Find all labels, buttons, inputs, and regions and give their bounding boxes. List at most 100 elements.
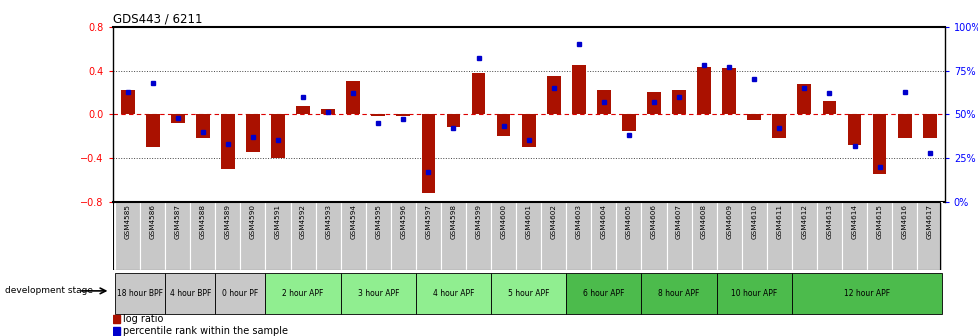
Text: GSM4599: GSM4599: [475, 204, 481, 239]
Bar: [466, 202, 491, 270]
Bar: [446, 114, 460, 127]
Text: GSM4603: GSM4603: [575, 204, 581, 239]
Bar: [696, 67, 710, 114]
Bar: [621, 114, 635, 131]
Bar: [766, 202, 791, 270]
Text: percentile rank within the sample: percentile rank within the sample: [122, 326, 288, 336]
Bar: [321, 109, 334, 114]
Bar: [521, 114, 535, 147]
Bar: [115, 202, 140, 270]
Bar: [491, 273, 565, 313]
Text: GSM4613: GSM4613: [825, 204, 831, 239]
Text: 4 hour BPF: 4 hour BPF: [169, 289, 210, 298]
Text: 3 hour APF: 3 hour APF: [357, 289, 399, 298]
Bar: [722, 69, 735, 114]
Bar: [340, 202, 366, 270]
Bar: [371, 114, 384, 117]
Text: 6 hour APF: 6 hour APF: [583, 289, 624, 298]
Bar: [547, 76, 560, 114]
Text: GSM4604: GSM4604: [600, 204, 606, 239]
Text: log ratio: log ratio: [122, 314, 163, 324]
Bar: [196, 114, 209, 138]
Bar: [816, 202, 841, 270]
Bar: [366, 202, 390, 270]
Text: GSM4598: GSM4598: [450, 204, 456, 239]
Bar: [396, 114, 410, 117]
Bar: [847, 114, 861, 145]
Text: GSM4591: GSM4591: [275, 204, 281, 239]
Bar: [641, 202, 666, 270]
Bar: [791, 273, 941, 313]
Bar: [340, 273, 416, 313]
Bar: [867, 202, 891, 270]
Bar: [296, 106, 310, 114]
Text: GSM4611: GSM4611: [776, 204, 781, 239]
Text: 18 hour BPF: 18 hour BPF: [117, 289, 163, 298]
Text: GSM4615: GSM4615: [875, 204, 881, 239]
Bar: [741, 202, 766, 270]
Bar: [440, 202, 466, 270]
Bar: [616, 202, 641, 270]
Bar: [571, 65, 585, 114]
Text: GSM4610: GSM4610: [750, 204, 756, 239]
Bar: [241, 202, 265, 270]
Bar: [641, 273, 716, 313]
Text: GSM4592: GSM4592: [300, 204, 306, 239]
Bar: [922, 114, 936, 138]
Bar: [565, 202, 591, 270]
Bar: [646, 92, 660, 114]
Bar: [797, 84, 811, 114]
Text: GSM4601: GSM4601: [525, 204, 531, 239]
Bar: [120, 90, 134, 114]
Bar: [791, 202, 816, 270]
Bar: [841, 202, 867, 270]
Text: GSM4585: GSM4585: [124, 204, 130, 239]
Text: GSM4614: GSM4614: [851, 204, 857, 239]
Bar: [716, 273, 791, 313]
Bar: [290, 202, 315, 270]
Bar: [565, 273, 641, 313]
Text: GSM4612: GSM4612: [801, 204, 807, 239]
Text: 12 hour APF: 12 hour APF: [843, 289, 889, 298]
Bar: [690, 202, 716, 270]
Bar: [746, 114, 760, 120]
Bar: [897, 114, 911, 138]
Bar: [515, 202, 541, 270]
Bar: [190, 202, 215, 270]
Text: GSM4593: GSM4593: [325, 204, 331, 239]
Bar: [346, 82, 360, 114]
Text: GDS443 / 6211: GDS443 / 6211: [112, 13, 201, 26]
Text: 2 hour APF: 2 hour APF: [282, 289, 324, 298]
Bar: [221, 114, 235, 169]
Text: GSM4596: GSM4596: [400, 204, 406, 239]
Text: GSM4590: GSM4590: [249, 204, 255, 239]
Bar: [115, 273, 165, 313]
Bar: [496, 114, 510, 136]
Text: GSM4605: GSM4605: [625, 204, 631, 239]
Text: GSM4609: GSM4609: [726, 204, 732, 239]
Bar: [672, 90, 686, 114]
Text: GSM4595: GSM4595: [375, 204, 380, 239]
Text: GSM4588: GSM4588: [200, 204, 205, 239]
Text: GSM4607: GSM4607: [676, 204, 682, 239]
Bar: [112, 315, 119, 323]
Bar: [716, 202, 741, 270]
Bar: [597, 90, 610, 114]
Bar: [422, 114, 435, 193]
Bar: [871, 114, 885, 174]
Bar: [271, 114, 285, 158]
Text: GSM4597: GSM4597: [425, 204, 431, 239]
Bar: [416, 202, 440, 270]
Bar: [916, 202, 941, 270]
Bar: [265, 202, 290, 270]
Bar: [165, 273, 215, 313]
Bar: [891, 202, 916, 270]
Bar: [822, 101, 835, 114]
Bar: [315, 202, 340, 270]
Text: GSM4608: GSM4608: [700, 204, 706, 239]
Text: 8 hour APF: 8 hour APF: [657, 289, 699, 298]
Bar: [245, 114, 259, 153]
Bar: [215, 273, 265, 313]
Text: GSM4587: GSM4587: [175, 204, 181, 239]
Text: development stage: development stage: [5, 286, 93, 295]
